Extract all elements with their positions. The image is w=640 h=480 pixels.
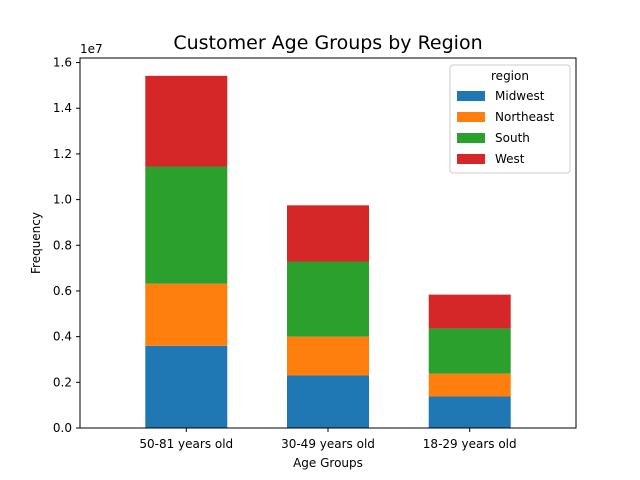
y-tick-label: 0.4 <box>53 330 72 344</box>
legend-swatch-west <box>457 154 485 164</box>
bar-50-81-years-old-midwest <box>145 345 228 428</box>
y-axis-label: Frequency <box>29 212 43 274</box>
y-tick-label: 1.6 <box>53 56 72 70</box>
y-tick-label: 0.2 <box>53 375 72 389</box>
y-tick-label: 1.2 <box>53 147 72 161</box>
legend-label-south: South <box>495 131 530 145</box>
legend: region Midwest Northeast South West <box>449 64 571 174</box>
plot-frame <box>79 57 577 429</box>
bars-group <box>145 75 511 428</box>
x-axis: 50-81 years old 30-49 years old 18-29 year… <box>139 428 517 451</box>
y-tick-label: 0.0 <box>53 421 72 435</box>
y-axis: 0.0 0.2 0.4 0.6 0.8 1.0 1.2 1.4 1.6 <box>53 56 80 435</box>
y-axis-offset-label: 1e7 <box>80 42 103 56</box>
legend-label-midwest: Midwest <box>495 89 545 103</box>
bar-50-81-years-old-west <box>145 75 228 167</box>
legend-swatch-midwest <box>457 91 485 101</box>
bar-18-29-years-old-northeast <box>428 373 511 397</box>
bar-50-81-years-old-south <box>145 166 228 284</box>
bar-18-29-years-old-south <box>428 328 511 374</box>
legend-swatch-northeast <box>457 112 485 122</box>
legend-title: region <box>491 69 529 83</box>
legend-swatch-south <box>457 133 485 143</box>
x-tick-label: 18-29 years old <box>423 437 517 451</box>
x-axis-label: Age Groups <box>293 456 363 470</box>
y-tick-label: 0.8 <box>53 238 72 252</box>
x-tick-label: 50-81 years old <box>139 437 233 451</box>
bar-50-81-years-old-northeast <box>145 283 228 346</box>
bar-18-29-years-old-west <box>428 294 511 329</box>
bar-18-29-years-old-midwest <box>428 396 511 428</box>
bar-30-49-years-old-south <box>287 261 369 337</box>
y-tick-label: 1.0 <box>53 193 72 207</box>
y-tick-label: 0.6 <box>53 284 72 298</box>
y-tick-label: 1.4 <box>53 101 72 115</box>
legend-label-northeast: Northeast <box>495 110 555 124</box>
x-tick-label: 30-49 years old <box>281 437 375 451</box>
chart-title: Customer Age Groups by Region <box>173 32 482 54</box>
legend-label-west: West <box>495 152 525 166</box>
bar-30-49-years-old-midwest <box>287 375 369 428</box>
bar-30-49-years-old-west <box>287 205 369 262</box>
bar-30-49-years-old-northeast <box>287 336 369 376</box>
